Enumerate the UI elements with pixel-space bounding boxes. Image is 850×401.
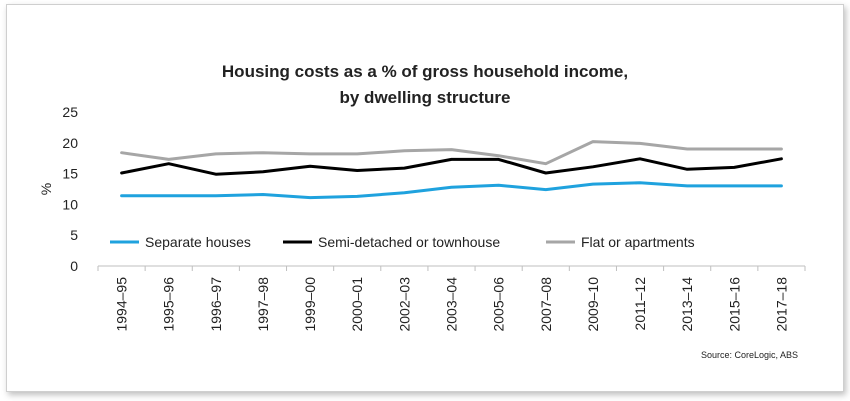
y-tick-label: 5 [70, 227, 78, 243]
legend-label: Separate houses [145, 234, 251, 250]
source-note: Source: CoreLogic, ABS [701, 350, 798, 360]
x-tick-label: 1999–00 [302, 277, 318, 332]
legend-label: Semi-detached or townhouse [318, 234, 500, 250]
x-tick-marks [97, 266, 806, 271]
series-lines [120, 140, 783, 200]
x-tick-label: 2015–16 [726, 277, 742, 332]
x-tick-label: 1995–96 [161, 277, 177, 332]
x-tick-label: 1994–95 [114, 277, 130, 332]
x-tick-label: 2011–12 [632, 277, 648, 331]
series-line-0 [120, 181, 783, 200]
y-tick-label: 20 [62, 135, 78, 151]
x-tick-label: 2000–01 [349, 277, 365, 332]
x-tick-label: 1996–97 [208, 277, 224, 332]
x-tick-label: 2002–03 [396, 277, 412, 332]
chart-card [6, 4, 844, 392]
x-tick-label: 2013–14 [679, 277, 695, 332]
x-tick-label: 1997–98 [255, 277, 271, 332]
y-tick-label: 0 [70, 258, 78, 274]
y-tick-label: 25 [62, 104, 78, 120]
x-tick-label: 2009–10 [585, 277, 601, 332]
legend: Separate houses Semi-detached or townhous… [110, 234, 695, 250]
chart-subtitle: by dwelling structure [340, 88, 511, 107]
x-tick-labels: 1994–95 1995–96 1996–97 1997–98 1999–00 2000–… [114, 277, 790, 332]
y-tick-label: 10 [62, 196, 78, 212]
legend-label: Flat or apartments [581, 234, 695, 250]
chart-title: Housing costs as a % of gross household … [222, 62, 628, 81]
y-axis-label: % [38, 183, 54, 195]
series-line-1 [120, 157, 783, 176]
x-tick-label: 2005–06 [491, 277, 507, 332]
y-tick-labels: 0 5 10 15 20 25 [62, 104, 78, 274]
y-tick-label: 15 [62, 166, 78, 182]
x-tick-label: 2017–18 [773, 277, 789, 332]
x-tick-label: 2003–04 [444, 277, 460, 332]
series-line-2 [120, 140, 783, 166]
x-tick-label: 2007–08 [538, 277, 554, 332]
